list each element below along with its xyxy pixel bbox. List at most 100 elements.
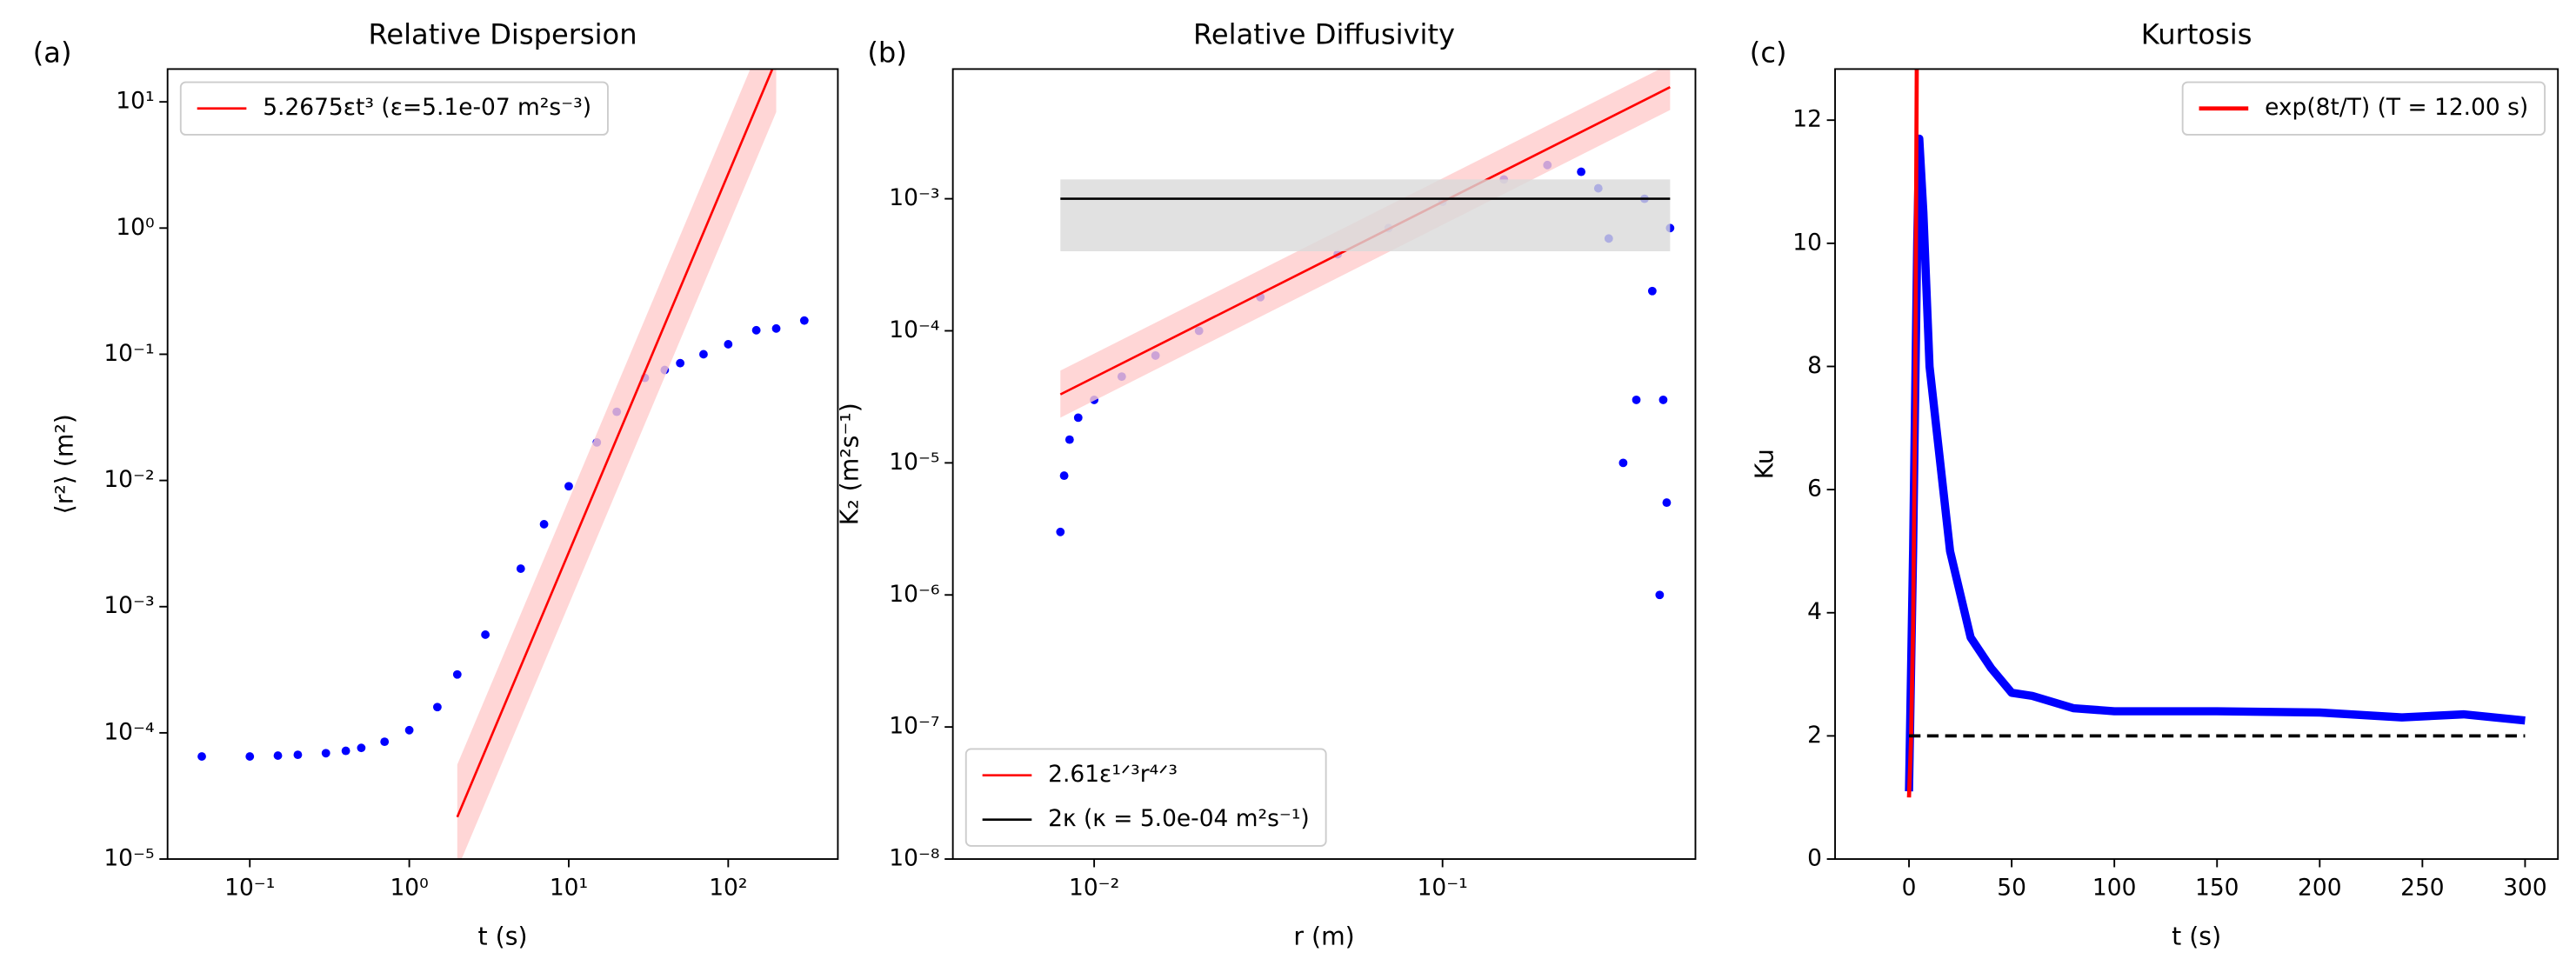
data-point — [1056, 527, 1065, 536]
data-point — [452, 669, 462, 679]
chart-title: Kurtosis — [2141, 18, 2252, 51]
y-tick-label: 10⁻⁴ — [889, 316, 939, 343]
data-point — [1655, 590, 1665, 600]
data-point — [724, 340, 733, 349]
x-tick-label: 10² — [709, 875, 747, 902]
data-point — [516, 564, 525, 573]
y-tick-label: 10¹ — [116, 88, 154, 115]
x-tick-label: 10⁰ — [390, 875, 428, 902]
data-point — [799, 316, 809, 325]
chart-title: Relative Dispersion — [369, 18, 637, 51]
y-tick-label: 10⁻³ — [103, 592, 154, 619]
data-point — [1662, 498, 1672, 508]
y-tick-label: 0 — [1807, 845, 1822, 872]
data-point — [1632, 395, 1641, 404]
data-point — [564, 482, 573, 491]
x-tick-label: 100 — [2092, 875, 2136, 902]
data-point — [771, 323, 781, 333]
y-tick-label: 10⁻³ — [889, 184, 939, 211]
data-point — [1647, 286, 1657, 296]
y-tick-label: 10⁻⁸ — [889, 845, 939, 872]
chart-title: Relative Diffusivity — [1193, 18, 1455, 51]
x-axis-label: t (s) — [2172, 922, 2221, 951]
data-point — [1577, 167, 1586, 176]
x-tick-label: 50 — [1997, 875, 2026, 902]
legend-label: 5.2675εt³ (ε=5.1e-07 m²s⁻³) — [263, 94, 591, 121]
plot-area — [197, 69, 809, 860]
y-axis-label: ⟨r²⟩ (m²) — [50, 414, 79, 514]
confidence-band — [1060, 179, 1671, 252]
x-tick-label: 10¹ — [550, 875, 588, 902]
legend: 5.2675εt³ (ε=5.1e-07 m²s⁻³) — [179, 81, 609, 136]
y-tick-label: 2 — [1807, 722, 1822, 749]
x-axis-label: t (s) — [478, 922, 528, 951]
x-tick-label: 10⁻¹ — [1418, 875, 1468, 902]
data-point — [539, 520, 549, 529]
data-line — [1906, 69, 1919, 798]
legend-box — [2181, 81, 2546, 136]
legend-label: 2.61ε¹ᐟ³r⁴ᐟ³ — [1048, 761, 1178, 788]
y-tick-label: 10⁻⁵ — [889, 449, 939, 476]
plot-area — [1056, 69, 1675, 600]
x-tick-label: 150 — [2195, 875, 2239, 902]
y-tick-label: 12 — [1792, 106, 1822, 133]
x-tick-label: 300 — [2503, 875, 2546, 902]
data-point — [1059, 471, 1069, 481]
legend-label: exp(8t/T) (T = 12.00 s) — [2265, 94, 2528, 121]
x-tick-label: 0 — [1902, 875, 1917, 902]
data-point — [273, 751, 283, 760]
data-point — [432, 703, 442, 712]
plot-area — [1905, 69, 2526, 798]
y-tick-label: 4 — [1807, 598, 1822, 625]
data-point — [751, 325, 761, 335]
panel-label: (b) — [867, 36, 906, 69]
y-tick-label: 10⁻¹ — [103, 340, 154, 367]
panel-label: (a) — [33, 36, 72, 69]
data-point — [321, 749, 330, 758]
data-point — [1618, 458, 1628, 468]
data-point — [404, 725, 414, 735]
x-tick-label: 10⁻¹ — [224, 875, 275, 902]
y-tick-label: 8 — [1807, 352, 1822, 379]
legend: exp(8t/T) (T = 12.00 s) — [2181, 81, 2546, 136]
y-tick-label: 10⁰ — [116, 214, 154, 241]
y-tick-label: 10⁻⁴ — [103, 718, 154, 745]
plot-frame — [951, 68, 1697, 860]
data-point — [676, 358, 685, 368]
data-point — [1073, 413, 1083, 423]
data-point — [699, 350, 708, 359]
data-line — [1905, 134, 2526, 792]
data-point — [481, 630, 491, 639]
data-point — [1658, 395, 1668, 404]
legend: 2.61ε¹ᐟ³r⁴ᐟ³ 2κ (κ = 5.0e-04 m²s⁻¹) — [964, 748, 1327, 847]
y-axis-label: Ku — [1751, 449, 1779, 479]
data-point — [245, 752, 255, 761]
y-axis-label: K₂ (m²s⁻¹) — [836, 403, 864, 525]
x-tick-label: 10⁻² — [1069, 875, 1119, 902]
legend-box — [964, 748, 1327, 847]
data-point — [197, 752, 206, 761]
data-point — [357, 743, 366, 753]
x-tick-label: 200 — [2298, 875, 2341, 902]
legend-label: 2κ (κ = 5.0e-04 m²s⁻¹) — [1048, 805, 1310, 832]
data-point — [341, 746, 350, 756]
panel-label: (c) — [1750, 36, 1787, 69]
plot-frame — [166, 68, 839, 860]
plot-frame — [1834, 68, 2559, 860]
y-tick-label: 6 — [1807, 476, 1822, 503]
y-tick-label: 10⁻² — [103, 466, 154, 493]
y-tick-label: 10 — [1792, 229, 1822, 256]
y-tick-label: 10⁻⁶ — [889, 581, 939, 608]
x-tick-label: 250 — [2400, 875, 2444, 902]
legend-box — [179, 81, 609, 136]
data-point — [1064, 435, 1074, 444]
data-line — [456, 69, 774, 818]
data-point — [380, 737, 390, 747]
confidence-band — [457, 69, 777, 860]
data-point — [293, 750, 303, 760]
x-axis-label: r (m) — [1293, 922, 1354, 951]
y-tick-label: 10⁻⁵ — [103, 845, 154, 872]
y-tick-label: 10⁻⁷ — [889, 713, 939, 740]
